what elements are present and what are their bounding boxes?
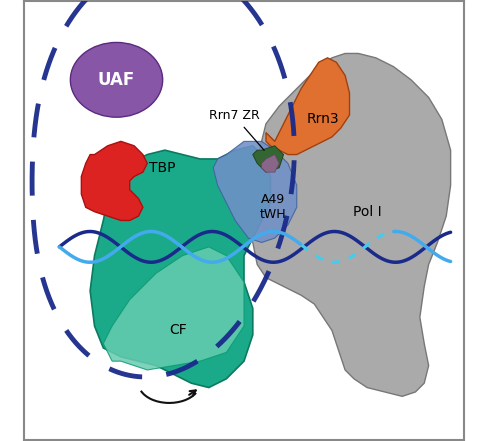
- Polygon shape: [103, 247, 244, 370]
- Text: Rrn3: Rrn3: [307, 112, 340, 127]
- Text: Rrn7 ZR: Rrn7 ZR: [209, 109, 264, 150]
- Text: A49
tWH: A49 tWH: [259, 193, 286, 221]
- Text: TBP: TBP: [149, 161, 176, 175]
- Polygon shape: [81, 142, 147, 220]
- Text: CF: CF: [169, 323, 187, 337]
- Text: UAF: UAF: [98, 71, 135, 89]
- Ellipse shape: [70, 42, 163, 117]
- Polygon shape: [253, 146, 284, 172]
- Text: Pol I: Pol I: [353, 205, 382, 219]
- Polygon shape: [266, 58, 349, 154]
- Polygon shape: [90, 146, 270, 388]
- Polygon shape: [248, 53, 450, 396]
- Polygon shape: [262, 154, 279, 172]
- Polygon shape: [213, 142, 297, 243]
